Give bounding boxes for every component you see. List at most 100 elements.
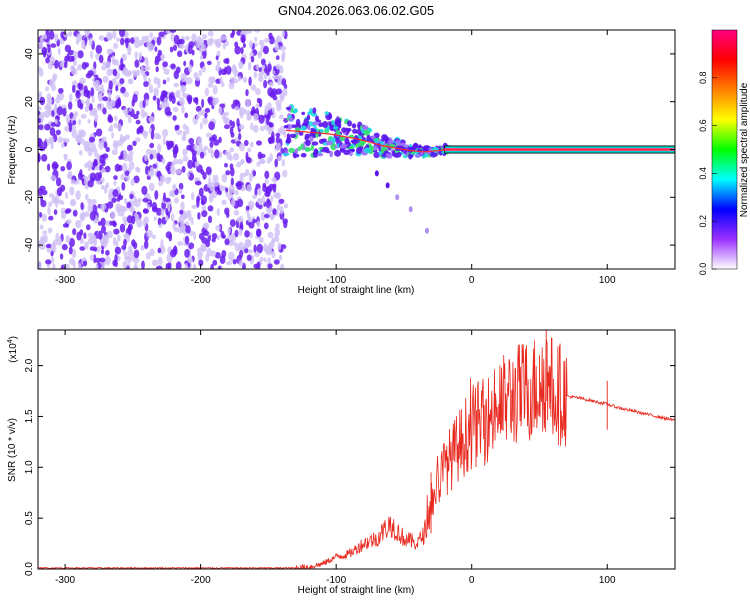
noise-blob	[116, 196, 121, 202]
noise-blob	[210, 250, 217, 257]
noise-blob	[61, 243, 68, 251]
noise-blob	[107, 201, 114, 209]
signal-blob	[288, 115, 292, 119]
noise-blob	[84, 162, 89, 168]
noise-blob	[246, 156, 252, 164]
noise-blob	[265, 187, 271, 196]
x-tick-label: 100	[599, 275, 616, 286]
signal-blob	[387, 139, 394, 145]
noise-blob	[47, 44, 51, 53]
signal-blob	[373, 145, 379, 151]
noise-blob	[127, 50, 132, 56]
noise-blob	[121, 182, 126, 191]
y-tick-label: 1.0	[24, 460, 35, 474]
noise-blob	[45, 243, 52, 249]
noise-blob	[43, 140, 48, 149]
noise-blob	[126, 255, 132, 263]
noise-blob	[133, 36, 140, 42]
signal-blob	[310, 143, 315, 151]
tail-point	[395, 194, 400, 201]
noise-blob	[197, 251, 204, 257]
noise-blob	[143, 131, 148, 139]
noise-blob	[184, 112, 189, 119]
noise-blob	[162, 136, 166, 146]
noise-blob	[226, 151, 232, 161]
noise-blob	[68, 257, 76, 266]
noise-blob	[39, 243, 46, 250]
signal-blob	[341, 127, 347, 133]
signal-blob	[347, 120, 352, 127]
noise-blob	[272, 208, 277, 216]
noise-blob	[50, 43, 57, 48]
noise-blob	[64, 125, 70, 132]
noise-blob	[87, 163, 92, 172]
noise-blob	[54, 103, 58, 111]
noise-blob	[225, 187, 229, 193]
noise-blob	[199, 122, 203, 130]
x-tick-label: -100	[326, 275, 346, 286]
noise-blob	[72, 209, 78, 217]
noise-blob	[234, 106, 240, 111]
y-tick-label: 2.0	[24, 358, 35, 372]
noise-blob	[169, 46, 174, 53]
noise-blob	[100, 84, 104, 92]
noise-blob	[277, 155, 282, 162]
noise-blob	[50, 256, 55, 264]
signal-blob	[309, 108, 313, 115]
noise-blob	[182, 148, 188, 156]
noise-blob	[94, 165, 100, 171]
noise-blob	[144, 154, 149, 162]
noise-blob	[83, 232, 87, 239]
noise-blob	[200, 169, 205, 175]
noise-blob	[107, 115, 114, 123]
noise-blob	[196, 115, 200, 120]
noise-blob	[149, 142, 155, 149]
signal-blob	[441, 150, 445, 154]
noise-blob	[89, 254, 95, 261]
noise-blob	[225, 170, 231, 176]
noise-blob	[120, 86, 126, 94]
noise-blob	[52, 263, 56, 269]
noise-blob	[275, 99, 282, 107]
noise-blob	[264, 38, 270, 43]
noise-blob	[205, 166, 212, 175]
noise-blob	[89, 172, 96, 182]
signal-blob	[295, 118, 301, 127]
noise-blob	[167, 201, 171, 211]
noise-blob	[191, 204, 198, 209]
noise-blob	[131, 99, 135, 107]
noise-blob	[39, 185, 46, 191]
signal-blob	[315, 133, 319, 138]
noise-blob	[256, 243, 263, 254]
noise-blob	[165, 176, 171, 185]
noise-blob	[275, 136, 280, 144]
signal-blob	[354, 143, 360, 149]
noise-blob	[123, 152, 130, 162]
noise-blob	[193, 143, 198, 152]
noise-blob	[84, 241, 89, 250]
noise-blob	[219, 255, 226, 264]
noise-blob	[188, 242, 195, 250]
noise-blob	[44, 123, 51, 131]
noise-blob	[77, 82, 82, 90]
noise-blob	[84, 193, 89, 201]
noise-blob	[231, 30, 236, 36]
noise-blob	[245, 205, 250, 211]
noise-blob	[206, 182, 212, 188]
noise-blob	[259, 153, 266, 159]
noise-blob	[165, 263, 170, 269]
noise-blob	[41, 46, 48, 56]
signal-blob	[312, 121, 319, 126]
noise-blob	[111, 220, 117, 226]
noise-blob	[105, 182, 110, 190]
noise-blob	[112, 142, 118, 149]
noise-blob	[38, 124, 44, 130]
noise-blob	[99, 164, 103, 170]
noise-blob	[272, 95, 278, 101]
noise-blob	[236, 217, 242, 223]
signal-blob	[288, 117, 294, 122]
noise-blob	[281, 53, 285, 63]
noise-blob	[245, 99, 251, 108]
noise-blob	[71, 128, 77, 138]
